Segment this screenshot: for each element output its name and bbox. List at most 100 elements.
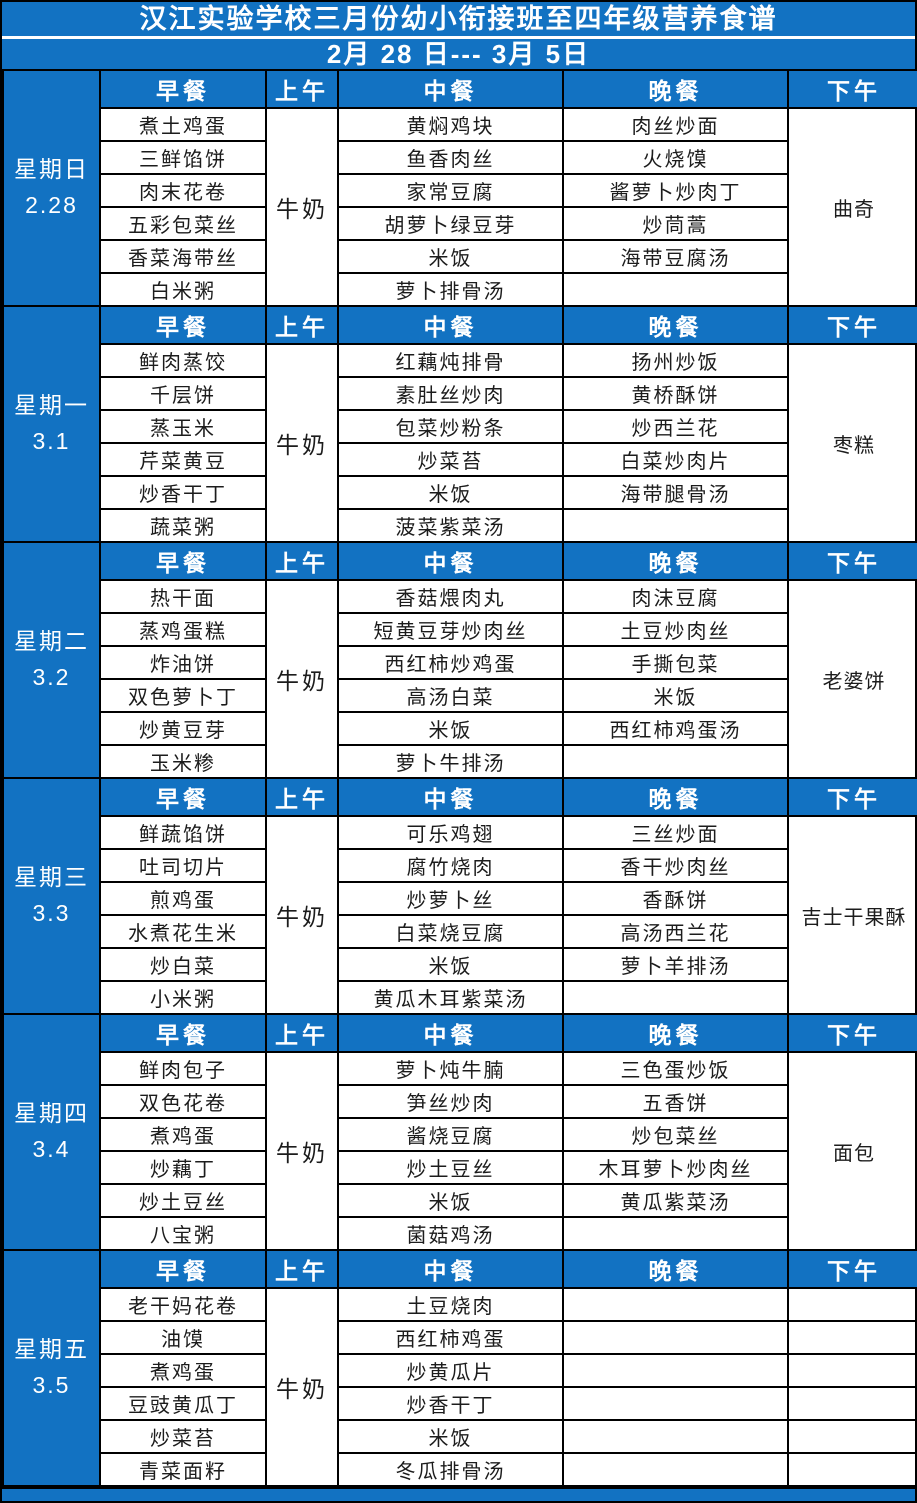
lunch-cell: 炒萝卜丝: [337, 881, 564, 916]
breakfast-cell: 蒸玉米: [99, 409, 267, 444]
dinner-cell: 炒茼蒿: [562, 206, 789, 241]
day-name: 星期一: [14, 392, 89, 419]
meal-header-cell: 下午: [787, 1249, 917, 1289]
lunch-cell: 炒土豆丝: [337, 1150, 564, 1185]
lunch-cell: 白菜烧豆腐: [337, 914, 564, 949]
menu-row: 芹菜黄豆 炒菜苔 白菜炒肉片: [3, 442, 917, 477]
dinner-cell: [562, 1216, 789, 1251]
menu-row: 三鲜馅饼 鱼香肉丝 火烧馍: [3, 140, 917, 175]
meal-header-cell: 早餐: [99, 777, 267, 817]
menu-row: 炒香干丁 米饭 海带腿骨汤: [3, 475, 917, 510]
menu-row: 八宝粥 菌菇鸡汤: [3, 1216, 917, 1251]
page-title: 汉江实验学校三月份幼小衔接班至四年级营养食谱: [2, 2, 915, 39]
lunch-cell: 米饭: [337, 1419, 564, 1454]
morning-milk-cell: 牛奶: [265, 107, 339, 307]
menu-row: 鲜蔬馅饼 牛奶 可乐鸡翅 三丝炒面 吉士干果酥: [3, 815, 917, 1015]
menu-row: 千层饼 素肚丝炒肉 黄桥酥饼: [3, 376, 917, 411]
lunch-cell: 菌菇鸡汤: [337, 1216, 564, 1251]
menu-table: 星期日 2.28 早餐 上午 中餐 晚餐 下午 煮土鸡蛋 牛奶 黄焖鸡块 肉丝炒面 曲奇 三鲜馅饼 鱼香肉…: [2, 69, 917, 1487]
dinner-cell: 手撕包菜: [562, 645, 789, 680]
lunch-cell: 米饭: [337, 947, 564, 982]
meal-header-cell: 晚餐: [562, 305, 789, 345]
day-label-cell: 星期日 2.28: [2, 69, 101, 307]
meal-header-cell: 中餐: [337, 1013, 564, 1053]
lunch-cell: 萝卜排骨汤: [337, 272, 564, 307]
breakfast-cell: 双色花卷: [99, 1084, 267, 1119]
breakfast-cell: 热干面: [99, 579, 267, 614]
dinner-cell: 海带豆腐汤: [562, 239, 789, 274]
meal-header-cell: 中餐: [337, 541, 564, 581]
day-name: 星期四: [14, 1100, 89, 1127]
lunch-cell: 米饭: [337, 475, 564, 510]
lunch-cell: 红藕炖排骨: [337, 343, 564, 378]
lunch-cell: 家常豆腐: [337, 173, 564, 208]
lunch-cell: 可乐鸡翅: [337, 815, 564, 850]
bottom-blue-bar: [2, 1487, 915, 1501]
lunch-cell: 炒黄瓜片: [337, 1353, 564, 1388]
lunch-cell: 米饭: [337, 239, 564, 274]
breakfast-cell: 八宝粥: [99, 1216, 267, 1251]
breakfast-cell: 炒菜苔: [99, 1419, 267, 1454]
lunch-cell: 米饭: [337, 1183, 564, 1218]
menu-row: 水煮花生米 白菜烧豆腐 高汤西兰花: [3, 914, 917, 949]
lunch-cell: 酱烧豆腐: [337, 1117, 564, 1152]
day-date: 3.1: [32, 428, 71, 454]
dinner-cell: [562, 1419, 789, 1454]
breakfast-cell: 蒸鸡蛋糕: [99, 612, 267, 647]
dinner-cell: 白菜炒肉片: [562, 442, 789, 477]
meal-header-cell: 中餐: [337, 1249, 564, 1289]
lunch-cell: 笋丝炒肉: [337, 1084, 564, 1119]
breakfast-cell: 玉米糁: [99, 744, 267, 779]
meal-header-cell: 上午: [265, 305, 339, 345]
meal-header-cell: 下午: [787, 777, 917, 817]
meal-header-cell: 下午: [787, 1013, 917, 1053]
afternoon-cell: [787, 1320, 917, 1355]
breakfast-cell: 鲜肉包子: [99, 1051, 267, 1086]
dinner-cell: 木耳萝卜炒肉丝: [562, 1150, 789, 1185]
lunch-cell: 西红柿鸡蛋: [337, 1320, 564, 1355]
menu-row: 蔬菜粥 菠菜紫菜汤: [3, 508, 917, 543]
meal-header-cell: 下午: [787, 305, 917, 345]
menu-row: 炸油饼 西红柿炒鸡蛋 手撕包菜: [3, 645, 917, 680]
afternoon-cell: 枣糕: [787, 343, 917, 543]
breakfast-cell: 吐司切片: [99, 848, 267, 883]
menu-row: 蒸玉米 包菜炒粉条 炒西兰花: [3, 409, 917, 444]
breakfast-cell: 煮土鸡蛋: [99, 107, 267, 142]
dinner-cell: 黄桥酥饼: [562, 376, 789, 411]
afternoon-cell: [787, 1287, 917, 1322]
meal-header-cell: 晚餐: [562, 777, 789, 817]
dinner-cell: 土豆炒肉丝: [562, 612, 789, 647]
menu-row: 双色花卷 笋丝炒肉 五香饼: [3, 1084, 917, 1119]
day-name: 星期五: [14, 1336, 89, 1363]
day-header-row: 星期一 3.1 早餐 上午 中餐 晚餐 下午: [2, 305, 917, 543]
afternoon-cell: [787, 1419, 917, 1454]
breakfast-cell: 芹菜黄豆: [99, 442, 267, 477]
day-name: 星期三: [14, 864, 89, 891]
morning-milk-cell: 牛奶: [265, 815, 339, 1015]
menu-row: 老干妈花卷 牛奶 土豆烧肉: [3, 1287, 917, 1487]
day-header-row: 星期四 3.4 早餐 上午 中餐 晚餐 下午: [2, 1013, 917, 1251]
breakfast-cell: 豆豉黄瓜丁: [99, 1386, 267, 1421]
menu-row: 炒土豆丝 米饭 黄瓜紫菜汤: [3, 1183, 917, 1218]
menu-row: 双色萝卜丁 高汤白菜 米饭: [3, 678, 917, 713]
dinner-cell: [562, 1452, 789, 1487]
day-date: 3.4: [32, 1136, 71, 1162]
meal-header-cell: 早餐: [99, 305, 267, 345]
lunch-cell: 包菜炒粉条: [337, 409, 564, 444]
meal-header-cell: 下午: [787, 541, 917, 581]
menu-row: 青菜面籽 冬瓜排骨汤: [3, 1452, 917, 1487]
dinner-cell: 香干炒肉丝: [562, 848, 789, 883]
date-range: 2月 28 日--- 3月 5日: [2, 39, 915, 69]
meal-header-cell: 上午: [265, 1013, 339, 1053]
dinner-cell: 黄瓜紫菜汤: [562, 1183, 789, 1218]
meal-header-cell: 晚餐: [562, 69, 789, 109]
dinner-cell: 西红柿鸡蛋汤: [562, 711, 789, 746]
breakfast-cell: 鲜肉蒸饺: [99, 343, 267, 378]
breakfast-cell: 水煮花生米: [99, 914, 267, 949]
dinner-cell: 萝卜羊排汤: [562, 947, 789, 982]
day-date: 2.28: [25, 192, 78, 218]
dinner-cell: [562, 744, 789, 779]
breakfast-cell: 炒黄豆芽: [99, 711, 267, 746]
morning-milk-cell: 牛奶: [265, 579, 339, 779]
meal-header-cell: 早餐: [99, 69, 267, 109]
